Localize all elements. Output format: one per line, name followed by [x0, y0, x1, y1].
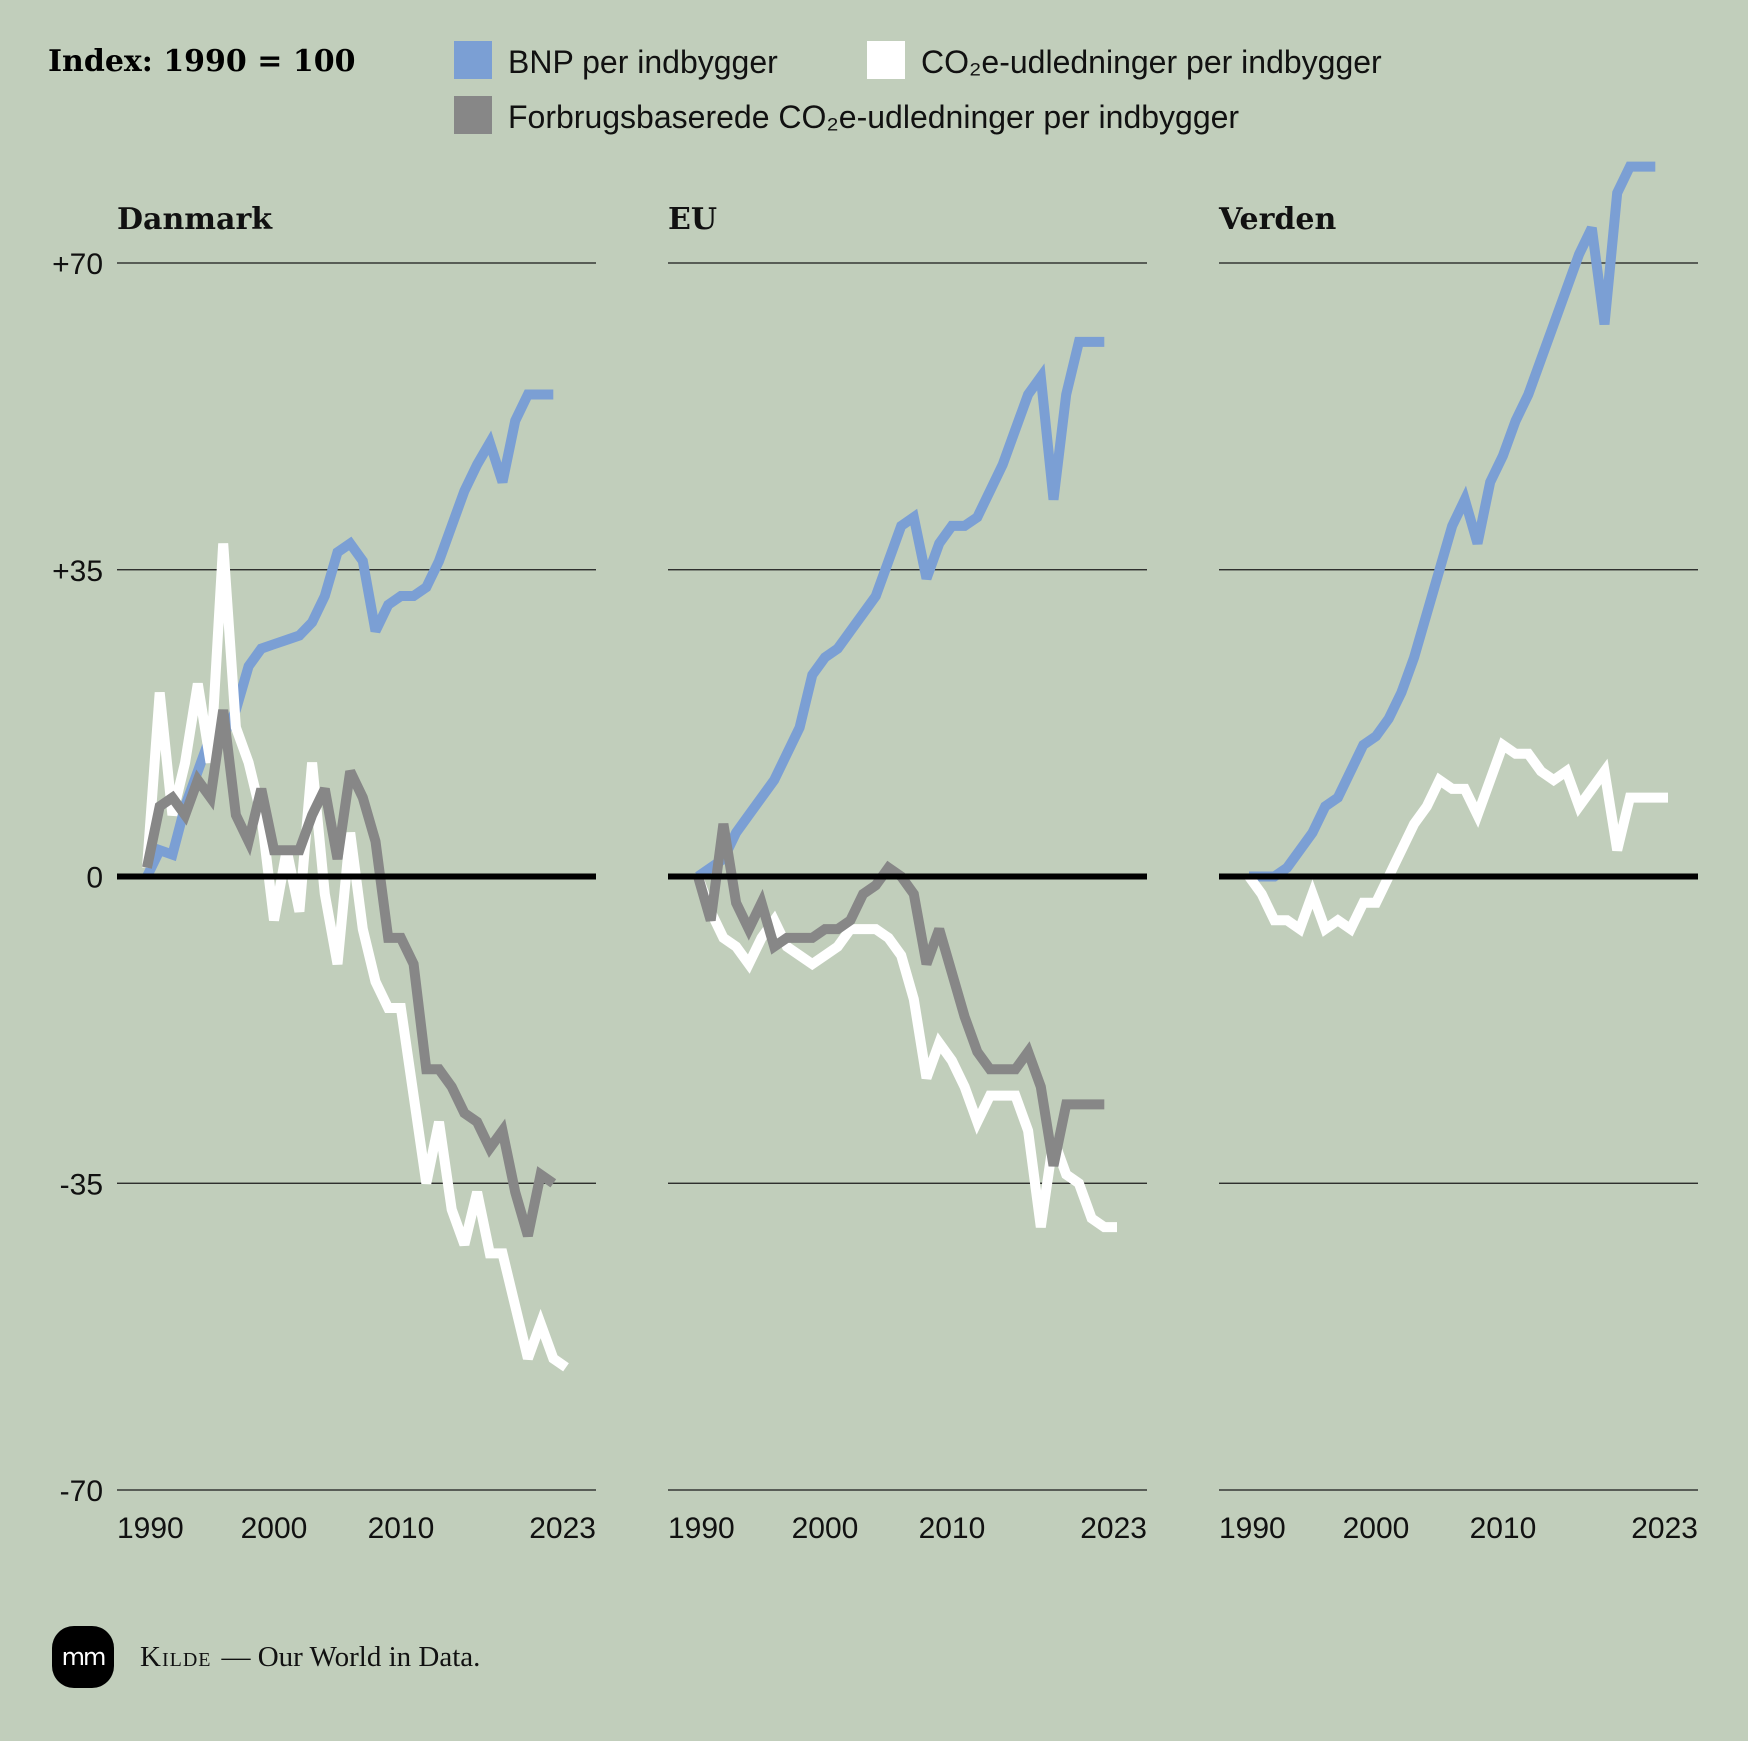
series-line — [695, 336, 1105, 881]
legend-label: BNP per indbygger — [508, 44, 778, 80]
x-tick-label: 2010 — [919, 1512, 986, 1545]
source-label: Kilde — [140, 1640, 212, 1673]
legend-label: CO₂e-udledninger per indbygger — [921, 44, 1382, 80]
brand-logo: mm — [52, 1626, 114, 1688]
y-axis-ticks: +70 +35 0 -35 -70 — [52, 248, 103, 1508]
series-line — [1249, 161, 1656, 882]
panel-eu: EU 1990 2000 2010 2023 — [668, 202, 1147, 1545]
series-line — [1244, 737, 1668, 937]
x-tick-label: 2023 — [1080, 1512, 1147, 1545]
x-tick-label: 2000 — [241, 1512, 308, 1545]
source-text: — Our World in Data. — [221, 1640, 481, 1673]
panel-title: Verden — [1218, 202, 1336, 237]
panel-title: EU — [668, 202, 717, 237]
x-tick-label: 1990 — [117, 1512, 184, 1545]
legend-label: Forbrugsbaserede CO₂e-udledninger per in… — [508, 99, 1239, 135]
x-tick-label: 2000 — [792, 1512, 859, 1545]
legend-swatch — [454, 96, 492, 134]
y-tick-label: -35 — [60, 1168, 103, 1201]
legend-swatch — [454, 41, 492, 79]
panel-verden: Verden 1990 2000 2010 2023 — [1218, 161, 1698, 1545]
series-line — [693, 874, 1117, 1233]
legend-swatch — [867, 41, 905, 79]
series-line — [142, 709, 557, 1238]
y-tick-label: -70 — [60, 1475, 103, 1508]
y-tick-label: 0 — [86, 862, 103, 895]
x-tick-label: 2023 — [529, 1512, 596, 1545]
index-label: Index: 1990 = 100 — [48, 44, 355, 79]
x-tick-label: 2023 — [1631, 1512, 1698, 1545]
series-line — [142, 543, 569, 1372]
x-tick-label: 2000 — [1343, 1512, 1410, 1545]
y-tick-label: +70 — [52, 248, 103, 281]
panels: Danmark 1990 2000 2010 2023 EU 1990 2000 2010 202… — [117, 161, 1698, 1545]
x-tick-label: 1990 — [1219, 1512, 1286, 1545]
panel-danmark: Danmark 1990 2000 2010 2023 — [117, 202, 596, 1545]
x-tick-label: 1990 — [668, 1512, 735, 1545]
x-tick-label: 2010 — [368, 1512, 435, 1545]
x-tick-label: 2010 — [1470, 1512, 1537, 1545]
y-tick-label: +35 — [52, 555, 103, 588]
source-footer: mm Kilde — Our World in Data. — [52, 1625, 480, 1689]
panel-title: Danmark — [117, 202, 273, 237]
legend: BNP per indbygger CO₂e-udledninger per in… — [454, 41, 1382, 135]
